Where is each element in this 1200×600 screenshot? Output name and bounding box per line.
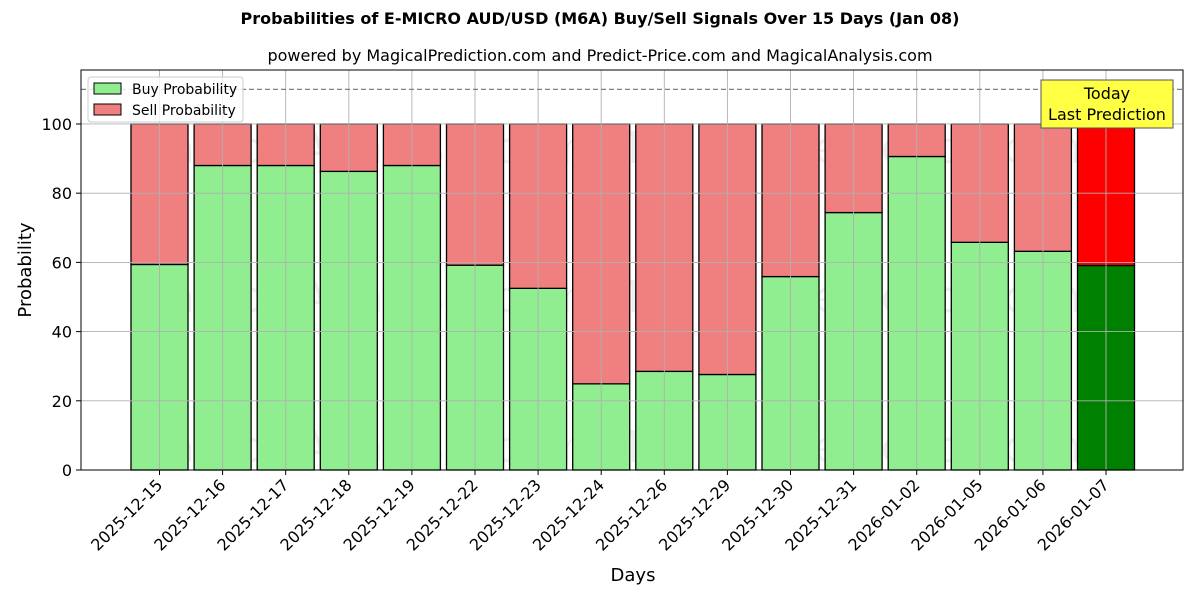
y-tick-label: 80 xyxy=(52,184,72,203)
x-axis-ticks: 2025-12-152025-12-162025-12-172025-12-18… xyxy=(87,470,1113,555)
legend: Buy Probability Sell Probability xyxy=(87,76,244,123)
today-annotation: Today Last Prediction xyxy=(1040,79,1174,129)
annotation-line2: Last Prediction xyxy=(1048,105,1166,124)
x-axis-label: Days xyxy=(611,565,656,586)
chart-subtitle: powered by MagicalPrediction.com and Pre… xyxy=(267,46,933,65)
plot-frame xyxy=(80,69,1184,471)
legend-sell-label: Sell Probability xyxy=(132,103,236,119)
y-tick-label: 20 xyxy=(52,392,72,411)
y-tick-label: 0 xyxy=(62,461,72,480)
y-axis-ticks: 0 20 40 60 80 100 xyxy=(41,115,81,480)
chart-title: Probabilities of E-MICRO AUD/USD (M6A) B… xyxy=(240,9,960,28)
grid-lines xyxy=(81,70,1183,470)
legend-buy-label: Buy Probability xyxy=(132,82,237,98)
legend-sell-swatch xyxy=(93,103,122,116)
y-tick-label: 100 xyxy=(41,115,72,134)
y-axis-label: Probability xyxy=(15,222,36,317)
legend-box xyxy=(87,76,244,123)
legend-buy-swatch xyxy=(93,82,122,95)
y-tick-label: 60 xyxy=(52,253,72,272)
y-tick-label: 40 xyxy=(52,323,72,342)
annotation-box xyxy=(1040,79,1174,129)
annotation-line1: Today xyxy=(1083,84,1130,103)
